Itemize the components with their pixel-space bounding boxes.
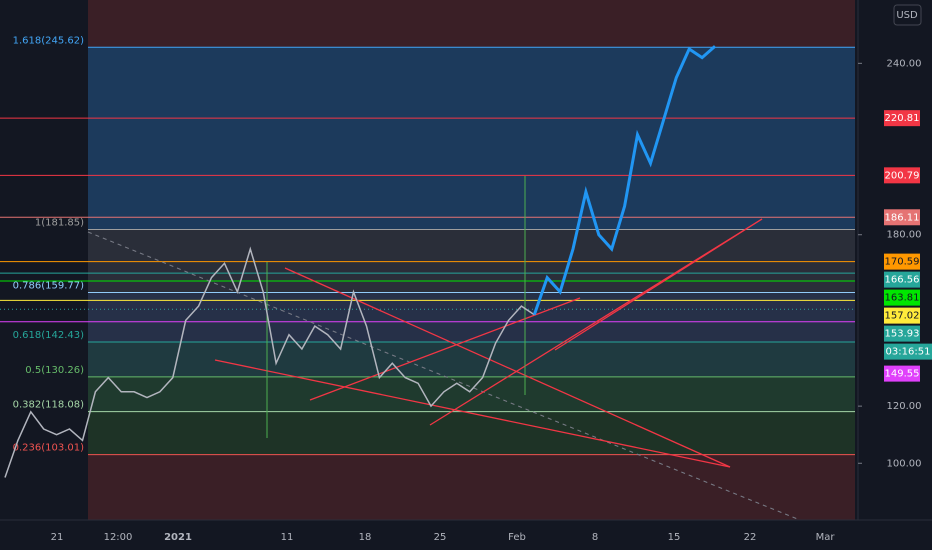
fib-label: 0.618(142.43) — [13, 330, 85, 341]
price-badge-label: 200.79 — [885, 170, 920, 181]
fib-label: 0.382(118.08) — [13, 400, 85, 411]
y-tick-label: 100.00 — [887, 458, 922, 469]
fib-zone — [88, 229, 855, 293]
countdown-badge — [884, 343, 932, 360]
price-badge — [884, 271, 920, 288]
price-badge-label: 220.81 — [885, 113, 920, 124]
price-badge — [884, 167, 920, 184]
x-tick-label: Mar — [816, 532, 836, 543]
price-badge-label: 163.81 — [885, 293, 920, 304]
x-tick-label: 18 — [359, 532, 372, 543]
currency: USD — [896, 10, 918, 21]
price-badge-label: 166.56 — [885, 275, 920, 286]
price-badge — [884, 253, 920, 270]
price-badge — [884, 307, 920, 324]
fib-zone — [88, 411, 855, 455]
price-badge-label: 153.93 — [885, 329, 920, 340]
price-badge-label: 149.55 — [885, 369, 920, 380]
x-tick-label: 11 — [281, 532, 294, 543]
countdown: 03:16:51 — [886, 347, 931, 358]
x-tick-label: 22 — [744, 532, 757, 543]
price-badge-label: 157.02 — [885, 311, 920, 322]
x-tick-label: 15 — [668, 532, 681, 543]
price-badge — [884, 289, 920, 306]
price-badge — [884, 110, 920, 127]
y-tick-label: 180.00 — [887, 230, 922, 241]
price-badge — [884, 209, 920, 226]
y-tick-label: 120.00 — [887, 401, 922, 412]
x-tick-label: 12:00 — [104, 532, 133, 543]
fib-label: 1(181.85) — [35, 217, 84, 228]
trend-dash — [87, 231, 801, 521]
trendlines — [214, 218, 763, 468]
price-badge-label: 170.59 — [885, 257, 920, 268]
x-tick-label: 21 — [51, 532, 64, 543]
fib-label: 0.786(159.77) — [13, 281, 85, 292]
fib-label: 0.236(103.01) — [13, 443, 85, 454]
fib-zone — [88, 376, 855, 412]
fib-zone — [88, 454, 855, 520]
fib-zone — [88, 0, 855, 48]
price-line — [532, 45, 716, 316]
y-tick-label: 240.00 — [887, 58, 922, 69]
price-badge-label: 186.11 — [885, 212, 920, 223]
fib-label: 1.618(245.62) — [13, 35, 85, 46]
price-line — [4, 246, 535, 478]
fib-zone — [88, 47, 855, 230]
price-badge — [884, 325, 920, 342]
x-tick-label: Feb — [508, 532, 526, 543]
x-tick-label: 2021 — [164, 532, 192, 543]
x-tick-label: 8 — [592, 532, 598, 543]
currency-button[interactable] — [893, 4, 922, 26]
x-tick-label: 25 — [434, 532, 447, 543]
price-badge — [884, 365, 920, 382]
fib-label: 0.5(130.26) — [25, 365, 84, 376]
fib-zone — [88, 342, 855, 377]
